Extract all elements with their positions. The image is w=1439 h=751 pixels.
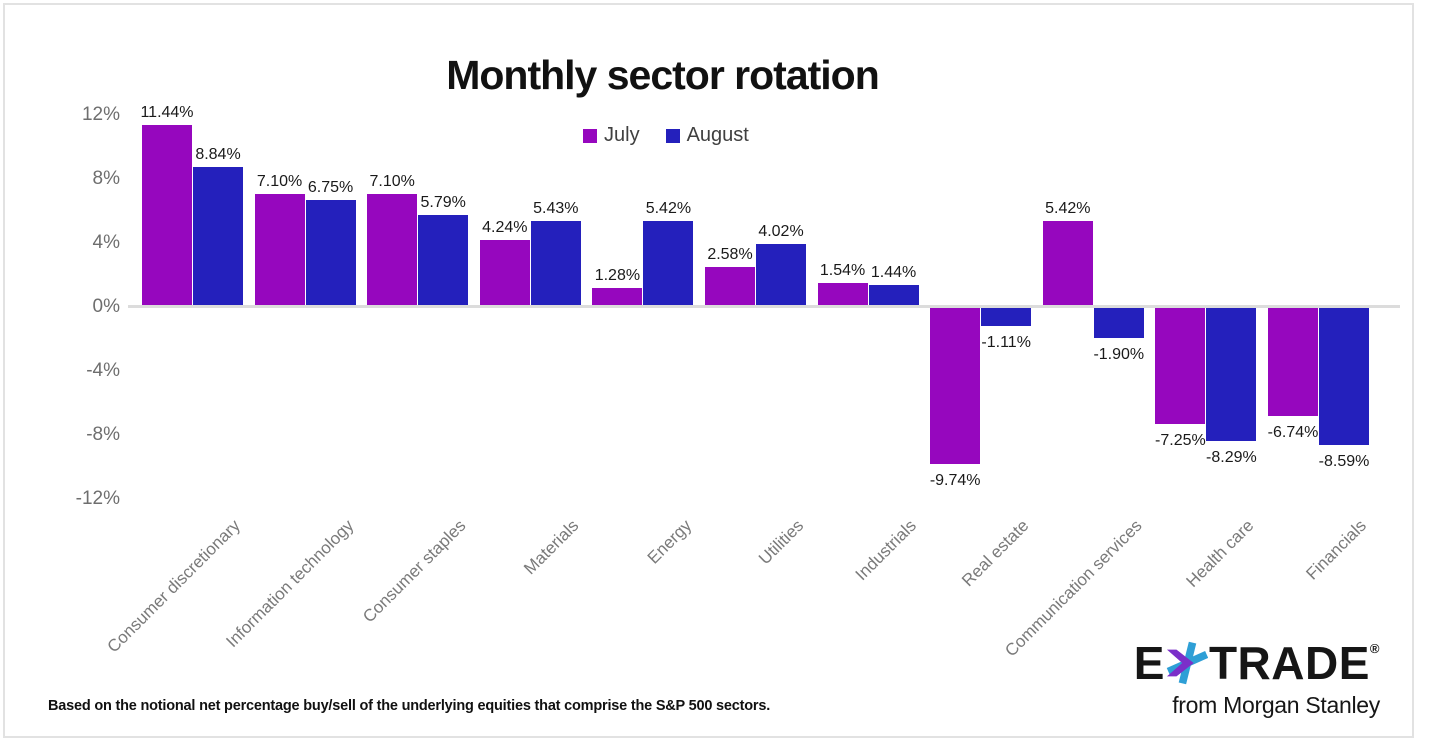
bar-value-label: 8.84% [195, 145, 241, 163]
chart-title: Monthly sector rotation [446, 52, 880, 98]
legend-item-july: July [583, 124, 640, 147]
x-axis-category-label: Industrials [851, 516, 921, 585]
bar-july-8 [1042, 221, 1093, 308]
y-axis-tick-label: 4% [92, 232, 120, 253]
bar-value-label: 5.79% [420, 194, 466, 212]
bar-value-label: 2.58% [707, 245, 753, 263]
chart-legend: July August [583, 124, 749, 147]
legend-label: August [686, 124, 749, 146]
bar-august-7 [981, 308, 1032, 326]
bar-value-label: 1.54% [819, 262, 866, 280]
bar-value-label: -7.25% [1155, 432, 1206, 449]
bar-value-label: 5.42% [645, 200, 692, 218]
bar-august-4 [643, 221, 694, 308]
registered-trademark-symbol: ® [1369, 641, 1380, 656]
x-axis-category-label: Financials [1302, 516, 1371, 584]
x-axis-category-label: Health care [1182, 516, 1258, 591]
bar-value-label: -6.74% [1267, 423, 1319, 441]
bar-value-label: 1.28% [594, 266, 641, 284]
bar-value-label: 5.42% [1045, 200, 1091, 218]
bar-value-label: -1.11% [981, 333, 1031, 351]
x-axis-category-label: Materials [520, 516, 583, 579]
bar-value-label: 4.02% [758, 222, 804, 240]
chart-footnote: Based on the notional net percentage buy… [48, 698, 771, 714]
bar-july-9 [1155, 308, 1206, 424]
bar-july-3 [479, 240, 530, 308]
y-axis-tick-label: 12% [81, 104, 120, 125]
bar-july-4 [592, 287, 643, 308]
x-axis-category-label: Consumer staples [359, 516, 470, 627]
bar-value-label: -9.74% [929, 471, 981, 489]
bar-value-label: 4.24% [482, 219, 528, 237]
bar-august-10 [1319, 308, 1369, 446]
etrade-logo-tagline: from Morgan Stanley [1172, 692, 1380, 718]
bar-august-1 [305, 200, 356, 308]
etrade-logo: E TRADE ® from Morgan Stanley [1080, 640, 1381, 719]
etrade-logo-e: E [1133, 637, 1165, 689]
bar-july-0 [142, 124, 192, 308]
bar-value-label: 6.75% [307, 179, 354, 196]
bar-july-6 [817, 283, 868, 308]
bar-july-5 [705, 266, 755, 308]
bar-august-5 [756, 243, 806, 308]
x-axis-category-label: Information technology [221, 516, 358, 652]
legend-swatch-icon [665, 128, 680, 143]
bar-value-label: 7.10% [369, 173, 415, 191]
bar-july-1 [254, 194, 305, 308]
x-axis-category-label: Energy [643, 516, 695, 568]
y-axis-tick-label: 0% [92, 296, 120, 317]
bar-value-label: 7.10% [256, 173, 303, 191]
bar-value-label: -8.59% [1318, 453, 1370, 471]
bar-july-2 [367, 194, 418, 308]
etrade-asterisk-icon [1166, 641, 1208, 685]
x-axis-category-label: Real estate [958, 516, 1033, 591]
zero-axis-line [128, 305, 1400, 308]
y-axis-tick-label: 8% [92, 168, 120, 189]
bar-july-7 [930, 308, 981, 464]
y-axis-tick-label: -12% [75, 488, 120, 509]
y-axis-tick-label: -8% [86, 424, 120, 445]
etrade-logo-wordmark: E TRADE ® [1080, 640, 1380, 686]
bar-value-label: 11.44% [140, 103, 194, 121]
bar-value-label: -8.29% [1206, 448, 1257, 466]
legend-swatch-icon [583, 128, 597, 143]
bar-august-8 [1093, 308, 1144, 339]
legend-item-august: August [665, 124, 749, 147]
bar-august-3 [530, 221, 581, 308]
legend-label: July [604, 124, 640, 146]
bar-august-0 [193, 166, 243, 308]
bar-value-label: 5.43% [533, 200, 579, 218]
bar-value-label: 1.44% [870, 263, 917, 281]
bar-august-6 [868, 284, 919, 308]
etrade-logo-trade: TRADE [1208, 637, 1370, 689]
bar-value-label: -1.90% [1093, 346, 1145, 364]
bar-august-2 [418, 215, 469, 308]
bar-august-9 [1206, 308, 1257, 441]
y-axis-tick-label: -4% [86, 360, 120, 381]
bar-july-10 [1268, 308, 1318, 416]
x-axis-category-label: Utilities [755, 516, 808, 569]
